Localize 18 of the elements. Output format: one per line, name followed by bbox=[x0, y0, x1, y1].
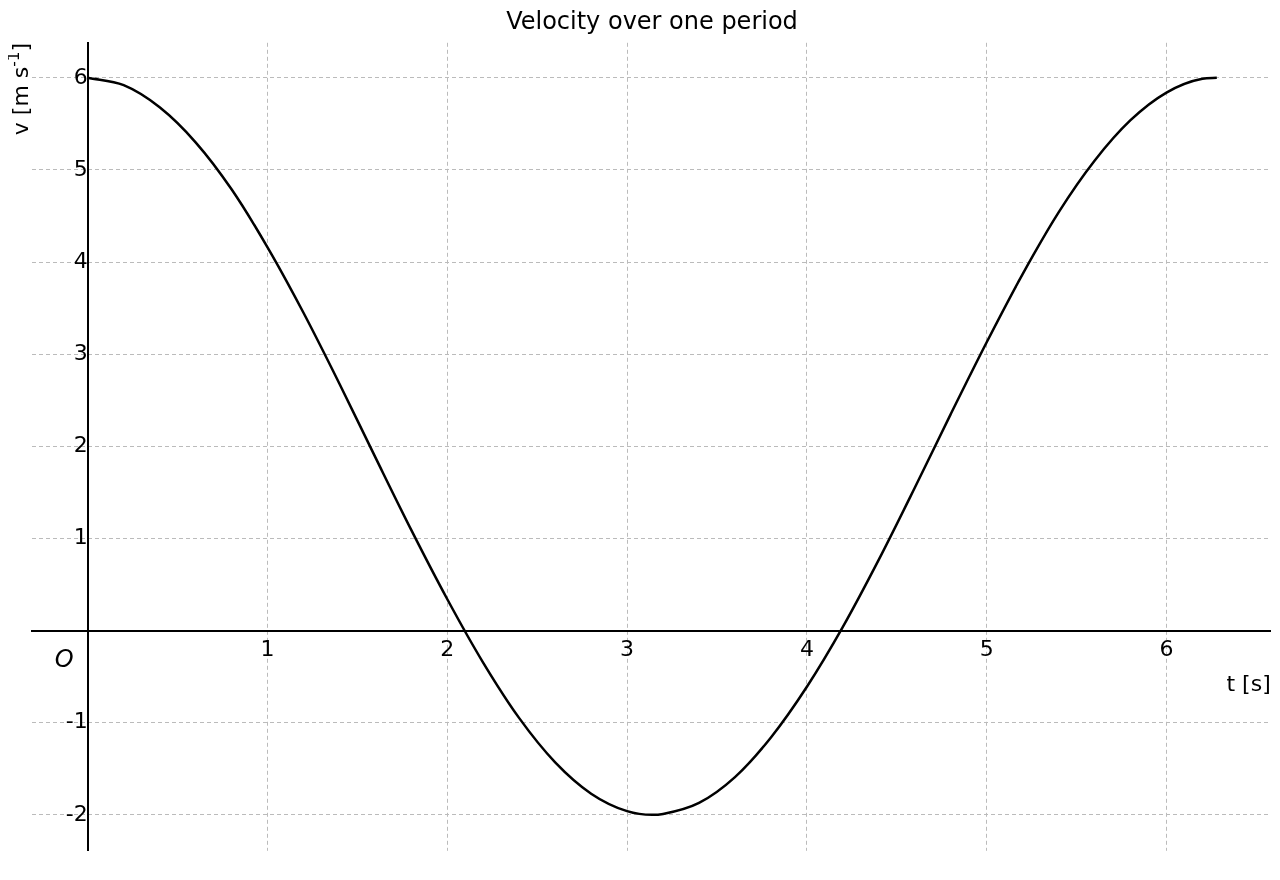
y-tick-label: 6 bbox=[73, 63, 88, 89]
y-tick-label: -1 bbox=[65, 708, 88, 734]
y-tick-label: 1 bbox=[73, 524, 88, 550]
x-tick-label: 5 bbox=[979, 635, 994, 661]
x-tick-label: 1 bbox=[260, 635, 275, 661]
y-tick-label: -2 bbox=[65, 800, 88, 826]
chart-title: Velocity over one period bbox=[506, 6, 798, 35]
y-tick-label: 4 bbox=[73, 247, 88, 273]
y-tick-label: 2 bbox=[73, 432, 88, 458]
x-axis-title: t [s] bbox=[1226, 670, 1271, 696]
x-tick-label: 2 bbox=[440, 635, 455, 661]
x-tick-label: 3 bbox=[620, 635, 635, 661]
y-tick-label: 3 bbox=[73, 339, 88, 365]
y-tick-label: 5 bbox=[73, 155, 88, 181]
x-tick-label: 6 bbox=[1159, 635, 1174, 661]
x-tick-label: 4 bbox=[799, 635, 814, 661]
y-axis-title: v [m s-1] bbox=[4, 42, 33, 136]
annotation: O bbox=[54, 644, 74, 673]
